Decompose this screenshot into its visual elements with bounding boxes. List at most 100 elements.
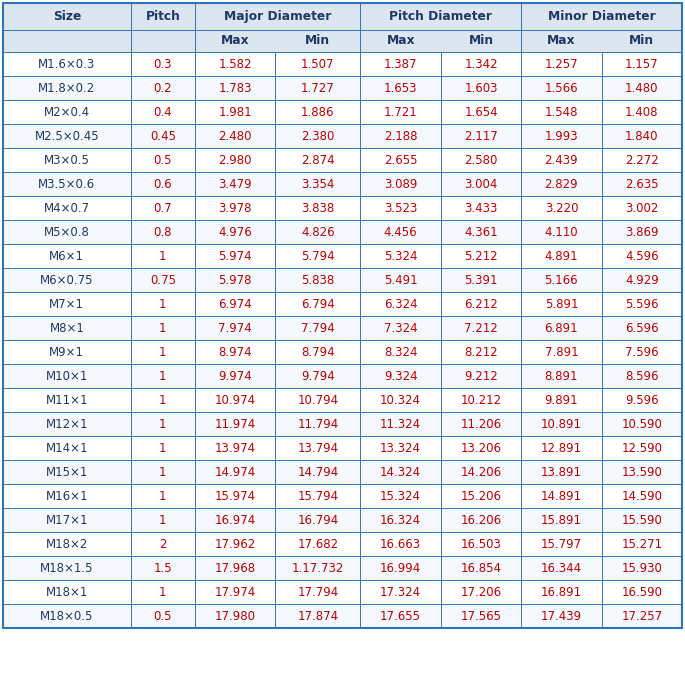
Text: 10.590: 10.590 xyxy=(621,417,662,431)
Text: M3×0.5: M3×0.5 xyxy=(44,154,90,166)
Text: 16.891: 16.891 xyxy=(541,586,582,599)
Text: 1: 1 xyxy=(159,249,166,262)
Text: 6.794: 6.794 xyxy=(301,297,335,311)
Text: 1: 1 xyxy=(159,417,166,431)
Text: 6.891: 6.891 xyxy=(545,321,578,334)
Text: 5.838: 5.838 xyxy=(301,274,334,286)
Bar xyxy=(3,580,682,604)
Text: 2.874: 2.874 xyxy=(301,154,335,166)
Bar xyxy=(3,436,682,460)
Text: 15.271: 15.271 xyxy=(621,537,662,551)
Bar xyxy=(3,100,682,124)
Text: 14.794: 14.794 xyxy=(297,466,338,479)
Text: 6.596: 6.596 xyxy=(625,321,658,334)
Text: 2.829: 2.829 xyxy=(545,177,578,191)
Text: Pitch: Pitch xyxy=(145,10,180,23)
Bar xyxy=(3,316,682,340)
Bar xyxy=(3,484,682,508)
Text: 1.783: 1.783 xyxy=(219,82,252,94)
Text: 17.682: 17.682 xyxy=(297,537,338,551)
Text: 1.582: 1.582 xyxy=(219,57,252,71)
Text: 1: 1 xyxy=(159,586,166,599)
Text: M18×1: M18×1 xyxy=(46,586,88,599)
Bar xyxy=(3,556,682,580)
Text: 7.794: 7.794 xyxy=(301,321,335,334)
Text: 14.324: 14.324 xyxy=(380,466,421,479)
Text: 10.974: 10.974 xyxy=(214,394,256,406)
Text: 10.891: 10.891 xyxy=(541,417,582,431)
Text: 17.324: 17.324 xyxy=(380,586,421,599)
Text: 2: 2 xyxy=(159,537,166,551)
Text: M10×1: M10×1 xyxy=(46,369,88,383)
Text: 1: 1 xyxy=(159,297,166,311)
Text: M2×0.4: M2×0.4 xyxy=(44,106,90,119)
Text: 0.75: 0.75 xyxy=(150,274,176,286)
Text: 0.2: 0.2 xyxy=(153,82,172,94)
Text: M9×1: M9×1 xyxy=(49,346,84,359)
Text: 17.980: 17.980 xyxy=(214,609,256,623)
Text: 4.826: 4.826 xyxy=(301,226,335,239)
Text: 7.212: 7.212 xyxy=(464,321,498,334)
Text: M14×1: M14×1 xyxy=(46,441,88,454)
Bar xyxy=(3,292,682,316)
Text: 2.272: 2.272 xyxy=(625,154,659,166)
Text: 1.727: 1.727 xyxy=(301,82,335,94)
Text: 11.206: 11.206 xyxy=(460,417,501,431)
Text: 2.635: 2.635 xyxy=(625,177,658,191)
Text: 1: 1 xyxy=(159,441,166,454)
Text: M5×0.8: M5×0.8 xyxy=(44,226,90,239)
Text: 1: 1 xyxy=(159,514,166,526)
Bar xyxy=(3,508,682,532)
Text: 6.212: 6.212 xyxy=(464,297,498,311)
Bar xyxy=(3,388,682,412)
Text: 7.324: 7.324 xyxy=(384,321,417,334)
Text: 1.17.732: 1.17.732 xyxy=(292,561,344,574)
Text: 16.974: 16.974 xyxy=(214,514,256,526)
Text: 2.117: 2.117 xyxy=(464,129,498,142)
Text: 1.886: 1.886 xyxy=(301,106,335,119)
Text: 1.603: 1.603 xyxy=(464,82,498,94)
Text: 5.391: 5.391 xyxy=(464,274,498,286)
Text: 3.004: 3.004 xyxy=(464,177,498,191)
Text: 17.874: 17.874 xyxy=(297,609,338,623)
Text: M18×2: M18×2 xyxy=(46,537,88,551)
Text: 6.974: 6.974 xyxy=(219,297,252,311)
Text: 16.206: 16.206 xyxy=(460,514,501,526)
Text: 0.7: 0.7 xyxy=(153,202,172,214)
Text: 1.408: 1.408 xyxy=(625,106,658,119)
Text: 5.978: 5.978 xyxy=(219,274,252,286)
Bar xyxy=(3,532,682,556)
Text: 17.962: 17.962 xyxy=(214,537,256,551)
Text: 14.206: 14.206 xyxy=(460,466,501,479)
Text: 1.721: 1.721 xyxy=(384,106,418,119)
Bar xyxy=(3,268,682,292)
Text: 1: 1 xyxy=(159,466,166,479)
Text: 15.324: 15.324 xyxy=(380,489,421,503)
Text: 6.324: 6.324 xyxy=(384,297,417,311)
Text: 15.891: 15.891 xyxy=(541,514,582,526)
Bar xyxy=(3,124,682,148)
Text: 3.869: 3.869 xyxy=(625,226,658,239)
Text: 0.5: 0.5 xyxy=(153,154,172,166)
Text: 4.929: 4.929 xyxy=(625,274,659,286)
Text: 16.324: 16.324 xyxy=(380,514,421,526)
Text: 3.978: 3.978 xyxy=(219,202,252,214)
Text: M7×1: M7×1 xyxy=(49,297,84,311)
Bar xyxy=(3,76,682,100)
Text: 17.565: 17.565 xyxy=(460,609,501,623)
Text: M16×1: M16×1 xyxy=(46,489,88,503)
Text: 1.387: 1.387 xyxy=(384,57,417,71)
Bar xyxy=(3,172,682,196)
Bar xyxy=(3,148,682,172)
Text: 1.566: 1.566 xyxy=(545,82,578,94)
Text: 9.324: 9.324 xyxy=(384,369,417,383)
Text: 0.6: 0.6 xyxy=(153,177,172,191)
Text: 13.974: 13.974 xyxy=(214,441,256,454)
Text: 5.974: 5.974 xyxy=(219,249,252,262)
Text: M3.5×0.6: M3.5×0.6 xyxy=(38,177,95,191)
Text: 2.655: 2.655 xyxy=(384,154,417,166)
Text: 11.974: 11.974 xyxy=(214,417,256,431)
Text: 9.212: 9.212 xyxy=(464,369,498,383)
Text: 3.838: 3.838 xyxy=(301,202,334,214)
Text: 3.523: 3.523 xyxy=(384,202,417,214)
